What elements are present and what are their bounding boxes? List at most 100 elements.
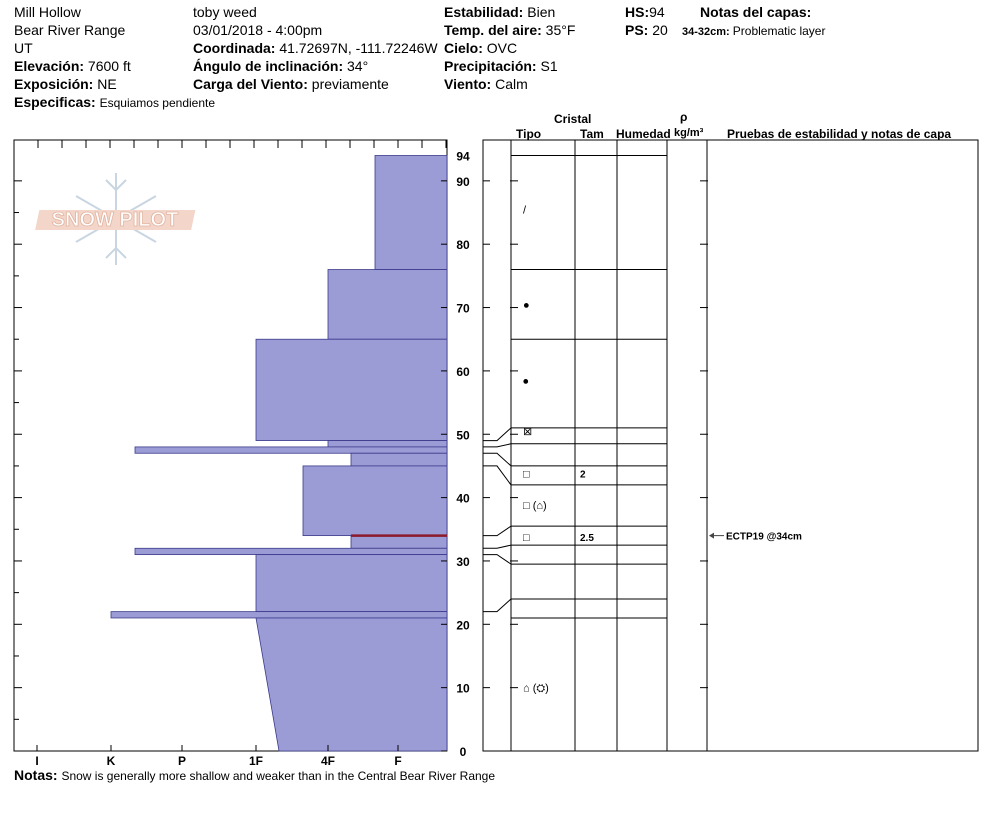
layer-note-text: Problematic layer (732, 24, 826, 38)
wind-label: Viento: (444, 76, 492, 92)
test-arrowhead (709, 532, 714, 539)
height-tick-label: 70 (456, 302, 470, 316)
stability-row: Estabilidad: Bien (444, 3, 555, 21)
hardness-label: K (107, 754, 116, 768)
hardness-layer (327, 269, 448, 340)
notes-row: Notas: Snow is generally more shallow an… (14, 766, 495, 785)
aspect-label: Exposición: (14, 76, 94, 92)
row-connector (483, 554, 512, 565)
wind-load-row: Carga del Viento: previamente (193, 75, 389, 93)
elevation-label: Elevación: (14, 58, 85, 74)
hs-row: HS:94 (625, 3, 665, 21)
height-tick-label: 30 (456, 555, 470, 569)
layer-note-range: 34-32cm: (682, 26, 730, 38)
datetime: 03/01/2018 - 4:00pm (193, 22, 323, 38)
tam-header: Tam (580, 127, 604, 141)
coord-row: Coordinada: 41.72697N, -111.72246W (193, 39, 438, 57)
density-unit-header: kg/m³ (674, 127, 704, 139)
observer: toby weed (193, 4, 257, 20)
wind-load-value: previamente (311, 76, 389, 92)
height-tick-label: 50 (456, 428, 470, 442)
ps-label: PS: (625, 22, 649, 38)
hardness-label: P (178, 754, 186, 768)
hs-label: HS: (625, 4, 650, 20)
hardness-layer (350, 452, 448, 467)
ps-row: PS: 20 (625, 21, 668, 39)
crystal-symbol: ● (523, 299, 530, 311)
layer-notes-label: Notas del capas: (700, 4, 812, 20)
top-height-label: 94 (456, 150, 470, 164)
row-connector (483, 465, 512, 486)
aspect-value: NE (97, 76, 117, 92)
coord-value: 41.72697N, -111.72246W (279, 40, 438, 56)
ps-value: 20 (652, 22, 668, 38)
crystal-symbol: / (523, 204, 527, 216)
air-temp-label: Temp. del aire: (444, 22, 542, 38)
tests-header: Pruebas de estabilidad y notas de capa (727, 127, 952, 141)
stability-test-label: ECTP19 @34cm (726, 532, 802, 543)
slope-value: 34° (347, 58, 369, 74)
coord-label: Coordinada: (193, 40, 276, 56)
crystal-symbol: □ (523, 469, 530, 481)
height-tick-label: 60 (456, 365, 470, 379)
height-tick-label: 10 (456, 682, 470, 696)
specifics-row: Especificas: Esquiamos pendiente (14, 93, 215, 112)
wind-value: Calm (495, 76, 528, 92)
tipo-header: Tipo (516, 127, 542, 141)
wind-row: Viento: Calm (444, 75, 528, 93)
humedad-header: Humedad (616, 127, 671, 141)
hardness-layer (134, 446, 448, 454)
slope-label: Ángulo de inclinación: (193, 58, 344, 74)
range: Bear River Range (14, 22, 126, 38)
hardness-layer (327, 440, 448, 448)
specifics-value: Esquiamos pendiente (99, 96, 216, 110)
precip-label: Precipitación: (444, 58, 537, 74)
hardness-profile: I K P 1F 4F F 0 10 20 30 40 50 60 70 80 90 94 (13, 139, 470, 768)
crystal-size: 2 (580, 470, 586, 481)
elevation-row: Elevación: 7600 ft (14, 57, 131, 75)
row-connector (483, 598, 512, 613)
wind-load-label: Carga del Viento: (193, 76, 308, 92)
stability-label: Estabilidad: (444, 4, 524, 20)
height-tick-label: 80 (456, 238, 470, 252)
hardness-layer (255, 338, 448, 441)
notes-label: Notas: (14, 767, 58, 783)
hs-value: 94 (649, 4, 665, 20)
crystal-symbol: □ (⌂) (523, 500, 547, 512)
row-connector (483, 544, 512, 549)
hardness-layer (302, 465, 448, 537)
height-tick-label: 40 (456, 492, 470, 506)
snowpilot-logo: SNOW PILOT (35, 173, 196, 265)
precip-value: S1 (540, 58, 558, 74)
row-connector (483, 443, 512, 448)
hardness-layer (255, 617, 448, 752)
height-tick-label: 20 (456, 618, 470, 632)
crystal-symbol: □ (523, 532, 530, 544)
precip-row: Precipitación: S1 (444, 57, 558, 75)
sky-row: Cielo: OVC (444, 39, 517, 57)
crystal-symbol: ⊠ (523, 426, 532, 438)
aspect-row: Exposición: NE (14, 75, 117, 93)
hardness-label: I (35, 754, 38, 768)
hardness-label: F (394, 754, 401, 768)
hardness-layer (255, 554, 448, 613)
row-connector (483, 525, 512, 537)
location: Mill Hollow (14, 4, 81, 20)
hardness-label: 4F (321, 754, 335, 768)
specifics-label: Especificas: (14, 94, 96, 110)
elevation-value: 7600 ft (87, 58, 131, 74)
air-temp-row: Temp. del aire: 35°F (444, 21, 575, 39)
logo-text: SNOW PILOT (52, 209, 179, 231)
rho-header: ρ (680, 110, 688, 124)
sky-value: OVC (486, 40, 518, 56)
row-connector (483, 427, 512, 442)
slope-row: Ángulo de inclinación: 34° (193, 57, 368, 75)
cristal-header: Cristal (554, 112, 592, 126)
height-tick-label: 0 (460, 745, 467, 759)
hardness-layer (350, 535, 448, 549)
hardness-layer (374, 155, 448, 270)
crystal-size: 2.5 (580, 533, 594, 544)
crystal-symbol: ⌂ (⛭) (523, 683, 549, 695)
stability-value: Bien (527, 4, 556, 20)
